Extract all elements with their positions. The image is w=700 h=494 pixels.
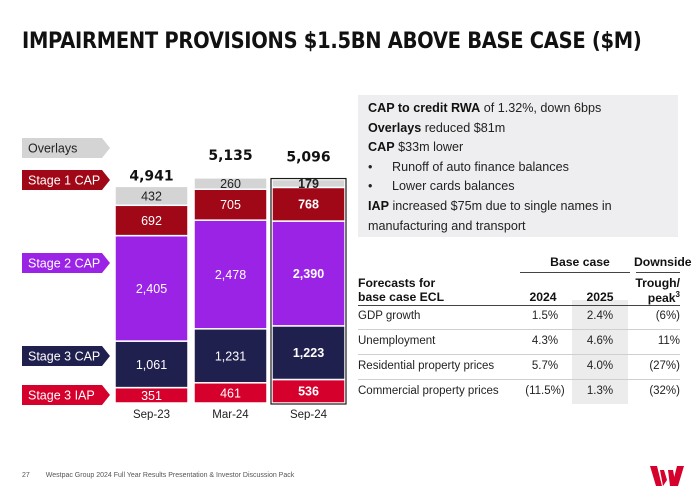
legend-tag <box>22 385 110 405</box>
data-label: 1,231 <box>215 349 246 363</box>
row-separator <box>358 329 680 330</box>
forecast-cell-2024: 4.3% <box>531 335 559 347</box>
header-base-case-ecl: base case ECL <box>358 290 445 304</box>
forecast-cell-2024: (11.5%) <box>525 385 565 397</box>
legend-tag <box>22 138 110 158</box>
header-2025: 2025 <box>586 290 614 304</box>
forecast-row-label: GDP growth <box>358 310 421 322</box>
highlight-outline <box>270 177 347 405</box>
data-label: 705 <box>220 198 241 212</box>
data-label: 461 <box>220 386 241 400</box>
row-separator <box>358 379 680 380</box>
bar-segment <box>114 185 189 207</box>
group-header-downside: Downside <box>634 255 692 269</box>
bar-segment <box>114 234 189 342</box>
data-label: 432 <box>141 189 162 203</box>
total-label: 5,135 <box>208 148 252 164</box>
data-label: 2,478 <box>215 268 246 282</box>
forecast-cell-2025: 4.0% <box>586 360 614 372</box>
forecast-row-label: Unemployment <box>358 335 436 347</box>
legend-tag <box>22 346 110 366</box>
commentary-line-iap-cont: manufacturing and transport <box>368 218 526 233</box>
bar-segment <box>271 220 346 327</box>
bar-segment <box>114 340 189 389</box>
footer-text: Westpac Group 2024 Full Year Results Pre… <box>45 472 295 479</box>
data-label: 536 <box>298 385 319 399</box>
x-tick-label: Sep-24 <box>290 409 328 420</box>
forecast-cell-trough: (32%) <box>649 385 680 397</box>
header-rule <box>358 305 680 306</box>
forecast-cell-trough: 11% <box>657 335 680 347</box>
data-label: 2,405 <box>136 282 167 296</box>
downside-underline <box>636 272 680 273</box>
commentary-line-cap: CAP $33m lower <box>368 140 464 155</box>
header-2024: 2024 <box>529 290 557 304</box>
total-label: 5,096 <box>286 150 330 166</box>
shade-2025-column <box>572 300 628 404</box>
forecast-cell-trough: (6%) <box>655 310 680 322</box>
data-label: 1,223 <box>293 346 324 360</box>
legend-tag <box>22 253 110 273</box>
forecast-cell-2025: 2.4% <box>586 310 614 322</box>
legend-label: Stage 3 IAP <box>28 389 95 403</box>
data-label: 768 <box>298 198 319 212</box>
commentary-bullet-cards: Lower cards balances <box>368 177 668 197</box>
header-trough: Trough/ <box>635 276 680 290</box>
bar-segment <box>271 178 346 189</box>
forecast-row-label: Commercial property prices <box>358 385 499 397</box>
page-number: 27 <box>22 472 30 479</box>
bar-segment <box>114 204 189 237</box>
provisions-stacked-bar-chart: 351 1,061 2,405 692 432 4,941 Sep-23 461 1,231 2,… <box>22 138 347 420</box>
forecast-cell-2025: 4.6% <box>586 335 614 347</box>
legend-label: Stage 3 CAP <box>28 350 100 364</box>
forecast-cell-2024: 5.7% <box>531 360 559 372</box>
commentary-bullet-auto: Runoff of auto finance balances <box>368 158 668 178</box>
bar-segment <box>193 219 268 330</box>
header-forecasts-for: Forecasts for <box>358 276 436 290</box>
bar-segment <box>193 177 268 190</box>
row-separator <box>358 354 680 355</box>
data-label: 351 <box>141 389 162 403</box>
data-label: 179 <box>298 177 319 191</box>
legend-label: Overlays <box>28 142 77 156</box>
legend-label: Stage 1 CAP <box>28 174 100 188</box>
commentary-line-iap: IAP increased $75m due to single names i… <box>368 198 612 213</box>
forecast-row-label: Residential property prices <box>358 360 495 372</box>
bar-segment <box>271 325 346 381</box>
commentary-box: CAP to credit RWA of 1.32%, down 6bps Ov… <box>358 95 678 237</box>
legend-label: Stage 2 CAP <box>28 257 100 271</box>
bar-segment <box>271 186 346 222</box>
header-peak: peak3 <box>647 290 680 306</box>
data-label: 692 <box>141 214 162 228</box>
footer: 27 Westpac Group 2024 Full Year Results … <box>22 472 294 479</box>
total-label: 4,941 <box>129 168 173 184</box>
base-case-underline <box>520 272 630 273</box>
data-label: 2,390 <box>293 267 324 281</box>
data-label: 260 <box>220 177 241 191</box>
x-tick-label: Sep-23 <box>133 409 170 420</box>
forecast-cell-trough: (27%) <box>649 360 680 372</box>
page-title: IMPAIRMENT PROVISIONS $1.5BN ABOVE BASE … <box>22 28 642 54</box>
x-tick-label: Mar-24 <box>212 409 249 420</box>
legend-tag <box>22 170 110 190</box>
bar-segment <box>193 188 268 221</box>
commentary-line-cap-rwa: CAP to credit RWA of 1.32%, down 6bps <box>368 101 602 115</box>
data-label: 1,061 <box>136 358 167 372</box>
commentary-line-overlays: Overlays reduced $81m <box>368 120 506 135</box>
group-header-base-case: Base case <box>550 255 610 269</box>
westpac-logo-icon <box>650 466 684 486</box>
forecast-cell-2025: 1.3% <box>586 385 614 397</box>
forecast-cell-2024: 1.5% <box>531 310 559 322</box>
